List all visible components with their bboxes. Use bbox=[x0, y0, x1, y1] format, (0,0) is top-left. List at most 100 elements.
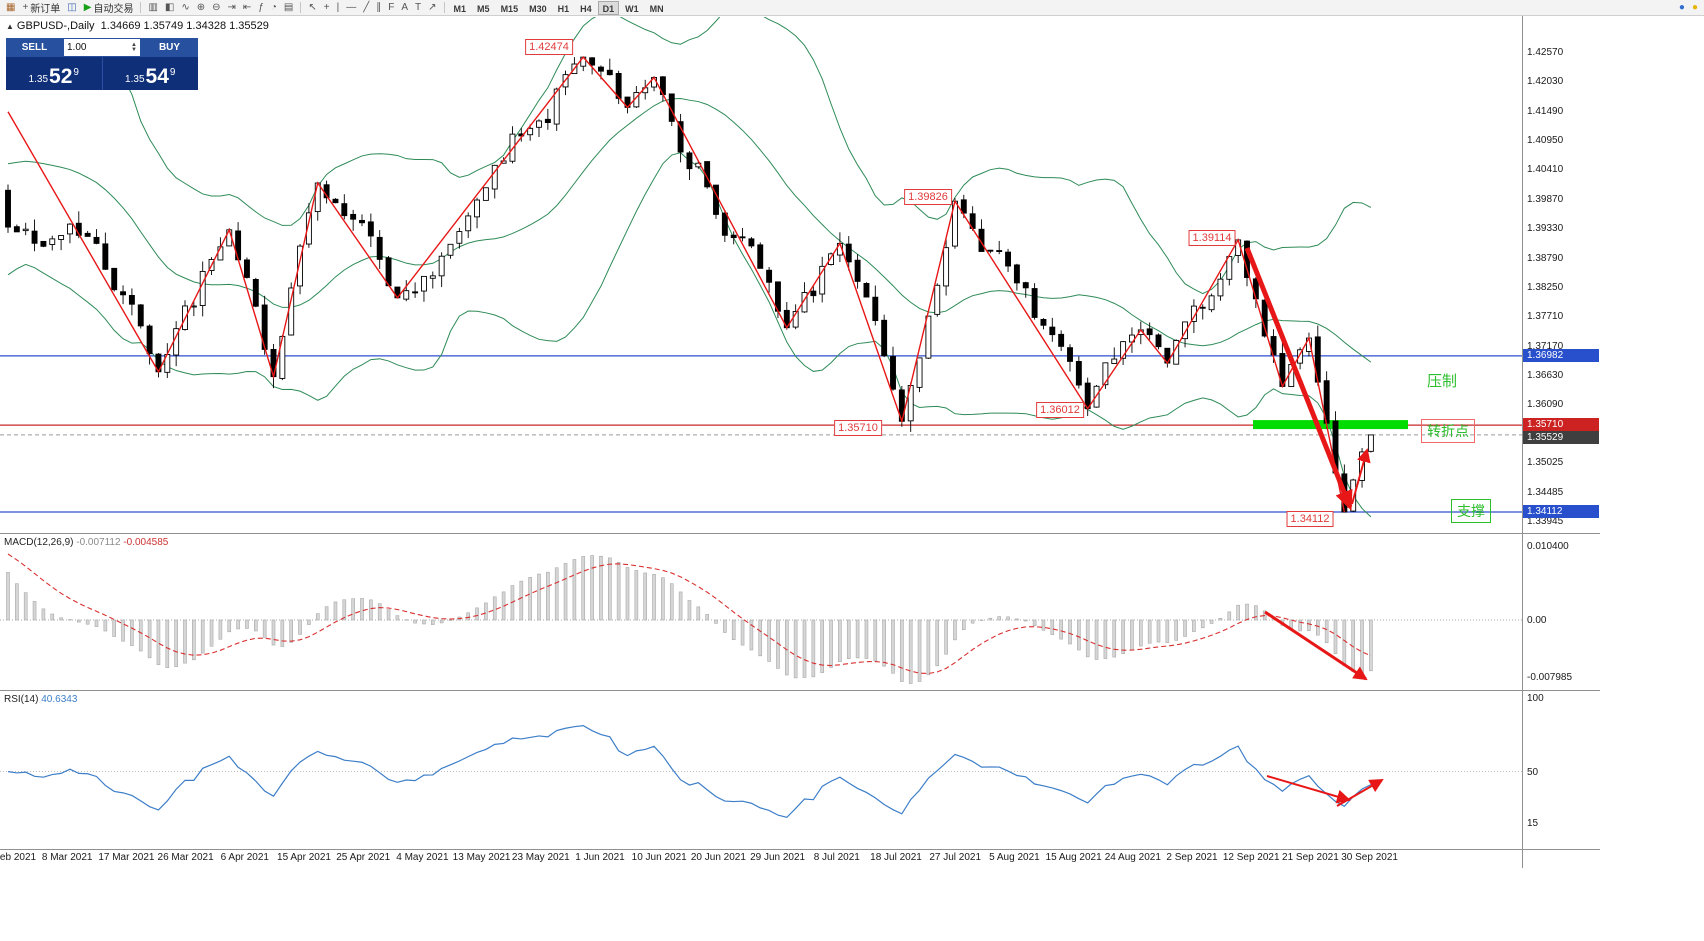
rsi-down-arrow[interactable] bbox=[1266, 775, 1351, 804]
periods-button[interactable]: ◔ bbox=[268, 0, 280, 15]
timeframe-H4-button[interactable]: H4 bbox=[580, 3, 592, 14]
chart-shift-icon: ⇤ bbox=[242, 1, 252, 13]
line-chart-icon: ∿ bbox=[181, 1, 190, 13]
top-toolbar: ▦ + 新订单 ◫ ▶ 自动交易 ▥ ◧ ∿ ⊕ ⊖ ⇥ ⇤ ƒ ◔ ▤ ↖ + | — ╱ ∥ F A T ↗ M1 M5 M15 M3… bbox=[0, 0, 1704, 16]
toolbar-separator bbox=[300, 2, 302, 13]
buy-price[interactable]: 1.35 54 9 bbox=[103, 57, 199, 90]
chart-window-button[interactable]: ◫ bbox=[64, 0, 79, 15]
charts-grid-icon: ▦ bbox=[6, 1, 16, 13]
zoom-out-icon: ⊖ bbox=[212, 1, 221, 13]
new-order-icon: + bbox=[22, 1, 29, 13]
bar-chart-button[interactable]: ▥ bbox=[145, 0, 160, 15]
sell-price-main: 52 bbox=[49, 65, 73, 88]
horizontal-line-button[interactable]: — bbox=[343, 0, 359, 15]
rsi-line bbox=[7, 725, 1372, 819]
zoom-in-button[interactable]: ⊕ bbox=[194, 0, 208, 15]
horizontal-line-icon: — bbox=[346, 1, 357, 13]
toolbar-separator bbox=[140, 2, 142, 13]
crosshair-button[interactable]: + bbox=[321, 0, 333, 15]
chart-window-icon: ◫ bbox=[67, 1, 77, 13]
price-divider bbox=[101, 57, 103, 90]
text-icon: A bbox=[401, 1, 409, 13]
volume-value: 1.00 bbox=[67, 42, 87, 53]
one-click-trading-panel: SELL 1.00 ▲ ▼ BUY 1.35 52 9 1.35 54 9 bbox=[6, 38, 198, 90]
sell-price-sup: 9 bbox=[73, 67, 79, 78]
volume-stepper[interactable]: ▲ ▼ bbox=[131, 41, 137, 53]
candlestick-chart-button[interactable]: ◧ bbox=[162, 0, 177, 15]
fibonacci-icon: F bbox=[388, 1, 395, 13]
vertical-line-icon: | bbox=[336, 1, 340, 13]
sell-button[interactable]: SELL bbox=[6, 38, 63, 57]
volume-down-icon[interactable]: ▼ bbox=[131, 46, 137, 53]
templates-icon: ▤ bbox=[283, 1, 294, 13]
timeframe-M5-button[interactable]: M5 bbox=[477, 3, 490, 14]
buy-price-sup: 9 bbox=[169, 67, 176, 78]
timeframe-H1-button[interactable]: H1 bbox=[557, 3, 570, 14]
cursor-button[interactable]: ↖ bbox=[305, 0, 319, 15]
indicators-icon: ƒ bbox=[258, 1, 264, 13]
autotrading-button[interactable]: ▶ 自动交易 bbox=[81, 0, 137, 16]
trendline-button[interactable]: ╱ bbox=[360, 0, 372, 15]
periods-icon: ◔ bbox=[270, 1, 277, 13]
fibonacci-button[interactable]: F bbox=[385, 0, 397, 15]
indicators-button[interactable]: ƒ bbox=[255, 0, 267, 15]
chart-shift-button[interactable]: ⇤ bbox=[240, 0, 254, 15]
buy-price-prefix: 1.35 bbox=[125, 74, 145, 85]
sell-price-prefix: 1.35 bbox=[28, 74, 49, 85]
timeframe-M30-button[interactable]: M30 bbox=[529, 3, 547, 14]
volume-up-icon[interactable]: ▲ bbox=[131, 41, 137, 48]
auto-scroll-icon: ⇥ bbox=[227, 1, 236, 13]
main-rebound-arrow[interactable] bbox=[1351, 448, 1371, 505]
rsi-panel bbox=[0, 725, 1522, 819]
volume-input[interactable]: 1.00 ▲ ▼ bbox=[63, 38, 141, 57]
auto-scroll-button[interactable]: ⇥ bbox=[225, 0, 239, 15]
new-order-button[interactable]: + 新订单 bbox=[19, 0, 63, 16]
rsi-up-arrow[interactable] bbox=[1336, 778, 1384, 807]
sell-price[interactable]: 1.35 52 9 bbox=[6, 57, 102, 90]
timeframe-W1-button[interactable]: W1 bbox=[625, 3, 639, 14]
timeframe-M15-button[interactable]: M15 bbox=[500, 3, 519, 14]
trendline-icon: ╱ bbox=[363, 1, 370, 13]
channel-button[interactable]: ∥ bbox=[373, 0, 384, 15]
zoom-out-button[interactable]: ⊖ bbox=[209, 0, 223, 15]
bollinger-upper-line bbox=[7, 17, 1372, 295]
channel-icon: ∥ bbox=[376, 1, 382, 13]
arrows-button[interactable]: ↗ bbox=[425, 0, 439, 15]
timeframe-D1-button[interactable]: D1 bbox=[597, 0, 620, 15]
notifications-icon: ● bbox=[1691, 1, 1698, 13]
text-button[interactable]: A bbox=[398, 0, 411, 15]
toolbar-separator bbox=[443, 2, 445, 13]
macd-panel bbox=[0, 553, 1522, 684]
crosshair-icon: + bbox=[323, 1, 330, 13]
buy-price-main: 54 bbox=[145, 65, 169, 88]
projection-arrows[interactable] bbox=[1244, 247, 1384, 807]
notifications-button[interactable]: ● bbox=[1689, 0, 1701, 15]
text-label-button[interactable]: T bbox=[412, 0, 424, 15]
templates-button[interactable]: ▤ bbox=[281, 0, 296, 15]
new-order-label: 新订单 bbox=[30, 4, 61, 15]
text-label-icon: T bbox=[415, 1, 422, 13]
community-button[interactable]: ● bbox=[1676, 0, 1688, 15]
macd-down-arrow[interactable] bbox=[1264, 610, 1368, 681]
buy-button[interactable]: BUY bbox=[141, 38, 198, 57]
macd-signal-line bbox=[7, 553, 1372, 675]
line-chart-button[interactable]: ∿ bbox=[178, 0, 192, 15]
zoom-in-icon: ⊕ bbox=[196, 1, 206, 13]
panel-borders bbox=[0, 16, 1600, 868]
arrows-icon: ↗ bbox=[428, 1, 437, 13]
main-down-arrow[interactable] bbox=[1244, 247, 1353, 511]
bar-chart-icon: ▥ bbox=[148, 1, 158, 13]
cursor-icon: ↖ bbox=[308, 1, 317, 13]
autotrading-icon: ▶ bbox=[83, 1, 92, 13]
timeframe-M1-button[interactable]: M1 bbox=[453, 3, 467, 14]
vertical-line-button[interactable]: | bbox=[334, 0, 343, 15]
green-zone-bar[interactable] bbox=[1253, 420, 1408, 430]
charts-grid-button[interactable]: ▦ bbox=[3, 0, 18, 15]
community-icon: ● bbox=[1678, 1, 1685, 13]
timeframe-MN-button[interactable]: MN bbox=[649, 3, 664, 14]
candlestick-chart-icon: ◧ bbox=[164, 1, 175, 13]
bollinger-middle-line bbox=[7, 97, 1372, 363]
zigzag-line[interactable] bbox=[7, 56, 1346, 513]
